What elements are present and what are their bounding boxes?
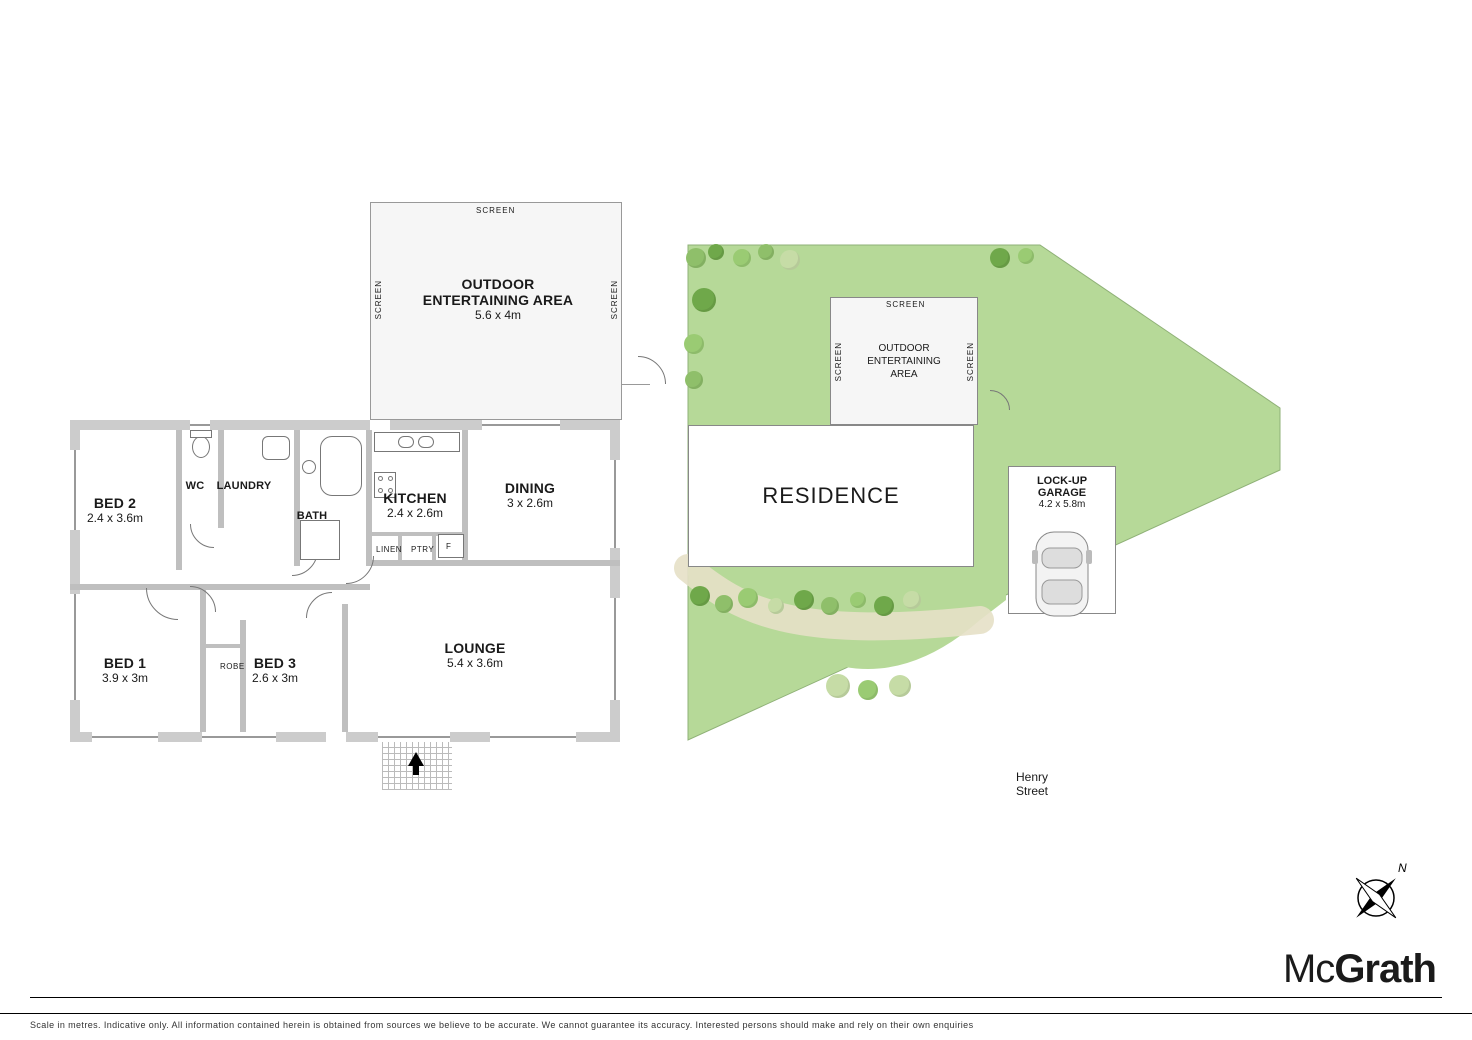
shrub-icon <box>690 586 710 606</box>
car-icon <box>1028 528 1096 620</box>
site-screen-top: SCREEN <box>886 300 925 309</box>
shrub-icon <box>826 674 850 698</box>
site-outdoor: OUTDOOR ENTERTAINING AREA <box>830 297 978 425</box>
shrub-icon <box>1018 248 1034 264</box>
canvas: SCREEN SCREEN SCREEN OUTDOOR ENTERTAININ… <box>0 0 1472 1040</box>
shrub-icon <box>692 288 716 312</box>
shrub-icon <box>874 596 894 616</box>
site-screen-left: SCREEN <box>834 342 843 381</box>
shrub-icon <box>715 595 733 613</box>
shrub-icon <box>708 244 724 260</box>
garage-name-l2: GARAGE <box>1009 487 1115 499</box>
shrub-icon <box>768 598 784 614</box>
brand-prefix: Mc <box>1283 947 1334 991</box>
compass-icon: N <box>1340 858 1412 935</box>
shrub-icon <box>821 597 839 615</box>
disclaimer-text: Scale in metres. Indicative only. All in… <box>30 1020 973 1030</box>
shrub-icon <box>990 248 1010 268</box>
street-name: Henry Street <box>1016 770 1048 798</box>
shrub-icon <box>686 248 706 268</box>
shrub-icon <box>733 249 751 267</box>
shrub-icon <box>780 250 800 270</box>
site-outdoor-l3: AREA <box>890 368 917 381</box>
shrub-icon <box>903 591 921 609</box>
site-residence-label: RESIDENCE <box>762 483 899 509</box>
brand-suffix: Grath <box>1334 947 1436 991</box>
site-screen-right: SCREEN <box>966 342 975 381</box>
footer: Scale in metres. Indicative only. All in… <box>0 1013 1472 1040</box>
compass-n: N <box>1398 861 1407 875</box>
brand-logo: McGrath <box>1283 947 1436 992</box>
shrub-icon <box>684 334 704 354</box>
shrub-icon <box>738 588 758 608</box>
shrub-icon <box>794 590 814 610</box>
site-outdoor-l1: OUTDOOR <box>878 342 929 355</box>
shrub-icon <box>758 244 774 260</box>
shrub-icon <box>889 675 911 697</box>
shrub-icon <box>858 680 878 700</box>
shrub-icon <box>850 592 866 608</box>
site-residence: RESIDENCE <box>688 425 974 567</box>
garage-dim: 4.2 x 5.8m <box>1009 499 1115 510</box>
garage-name-l1: LOCK-UP <box>1009 475 1115 487</box>
site-outdoor-l2: ENTERTAINING <box>867 355 941 368</box>
shrub-icon <box>685 371 703 389</box>
